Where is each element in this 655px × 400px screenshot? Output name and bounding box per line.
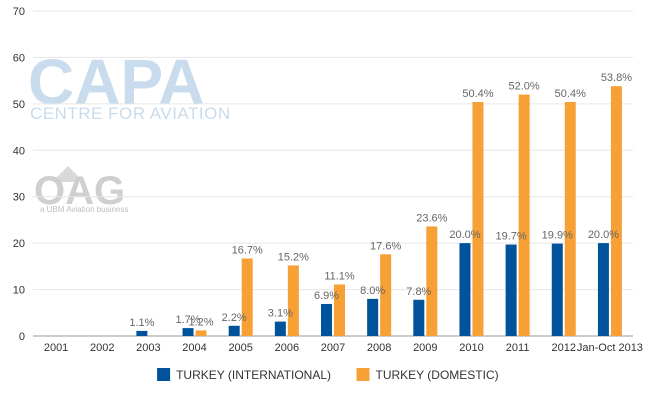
x-tick-label: 2002 [90,342,114,354]
y-tick-label: 60 [13,52,25,64]
data-label: 20.0% [588,229,619,241]
bar-domestic [287,265,299,336]
capa-watermark-subtitle: CENTRE FOR AVIATION [30,104,231,123]
data-labels: 1.1% 1.7% 2.2% 3.1% 6.9% 8.0% 7.8% 20.0% 19.7% 19… [129,72,632,329]
x-axis: 2001 2002 2003 2004 2005 2006 2007 2008 2009 2010… [44,342,643,354]
data-label: 15.2% [278,251,309,263]
x-tick-label: 2007 [321,342,345,354]
bar-international [597,243,609,336]
bar-domestic [195,330,207,336]
data-label: 6.9% [314,290,339,302]
oag-logo: OAG a UBM Aviation business [34,166,128,214]
bar-international [274,321,286,336]
bar-domestic [334,284,345,336]
bar-international [459,243,471,336]
data-label: 53.8% [601,72,632,84]
data-label: 3.1% [268,308,293,320]
data-label: 50.4% [555,88,586,100]
data-label: 52.0% [509,81,540,93]
bar-international [228,325,240,336]
legend-label: TURKEY (DOMESTIC) [376,368,499,382]
data-label: 19.7% [496,231,527,243]
x-tick-label: 2004 [182,342,206,354]
oag-watermark-subtitle: a UBM Aviation business [40,205,128,214]
data-label: 50.4% [462,88,493,100]
data-label: 19.9% [542,230,573,242]
legend-swatch [356,368,370,381]
legend-label: TURKEY (INTERNATIONAL) [176,368,331,382]
bar-domestic [518,94,530,336]
bar-domestic [426,226,438,336]
bar-domestic [380,254,392,336]
y-tick-label: 70 [13,6,25,18]
y-axis: 0 10 20 30 40 50 60 70 [13,6,25,343]
data-label: 1.1% [129,317,154,329]
capa-watermark-title: CAPA [28,46,205,118]
x-tick-label: 2011 [506,342,530,354]
legend: TURKEY (INTERNATIONAL) TURKEY (DOMESTIC) [157,368,499,382]
bar-international [136,330,148,336]
x-tick-label: 2003 [136,342,160,354]
data-label: 11.1% [324,270,355,282]
bar-domestic [610,86,622,336]
data-label: 16.7% [232,244,263,256]
legend-swatch [157,368,171,381]
y-tick-label: 20 [13,238,25,250]
bar-international [367,298,379,336]
data-label: 20.0% [449,229,480,241]
y-tick-label: 10 [13,285,25,297]
y-tick-label: 0 [19,331,25,343]
watermarks: CAPA CENTRE FOR AVIATION OAG a UBM Aviat… [28,46,231,214]
bar-international [321,303,332,336]
data-label: 7.8% [406,286,431,298]
x-tick-label: 2006 [275,342,299,354]
data-label: 8.0% [360,285,385,297]
x-tick-label: 2005 [228,342,252,354]
x-tick-label: 2008 [367,342,391,354]
bar-international [505,244,517,336]
data-label: 23.6% [416,212,447,224]
data-label: 2.2% [222,312,247,324]
bar-international [182,328,194,336]
oag-logo-mark [52,166,84,182]
data-label: 1.2% [188,316,213,328]
x-tick-label: 2009 [413,342,437,354]
y-tick-label: 30 [13,192,25,204]
data-label: 1.7% [175,314,200,326]
bar-domestic [472,102,484,336]
bar-domestic [564,102,576,336]
oag-watermark-title: OAG [34,169,125,213]
bars [136,86,622,336]
data-label: 17.6% [370,240,401,252]
grid-lines [33,10,633,337]
x-tick-label: 2012 [552,342,576,354]
bar-international [413,299,425,336]
y-tick-label: 50 [13,99,25,111]
x-tick-label: 2001 [44,342,68,354]
x-tick-label: 2010 [459,342,483,354]
bar-international [551,243,563,336]
x-tick-label: Jan-Oct 2013 [577,342,643,354]
y-tick-label: 40 [13,145,25,157]
bar-domestic [241,258,253,336]
